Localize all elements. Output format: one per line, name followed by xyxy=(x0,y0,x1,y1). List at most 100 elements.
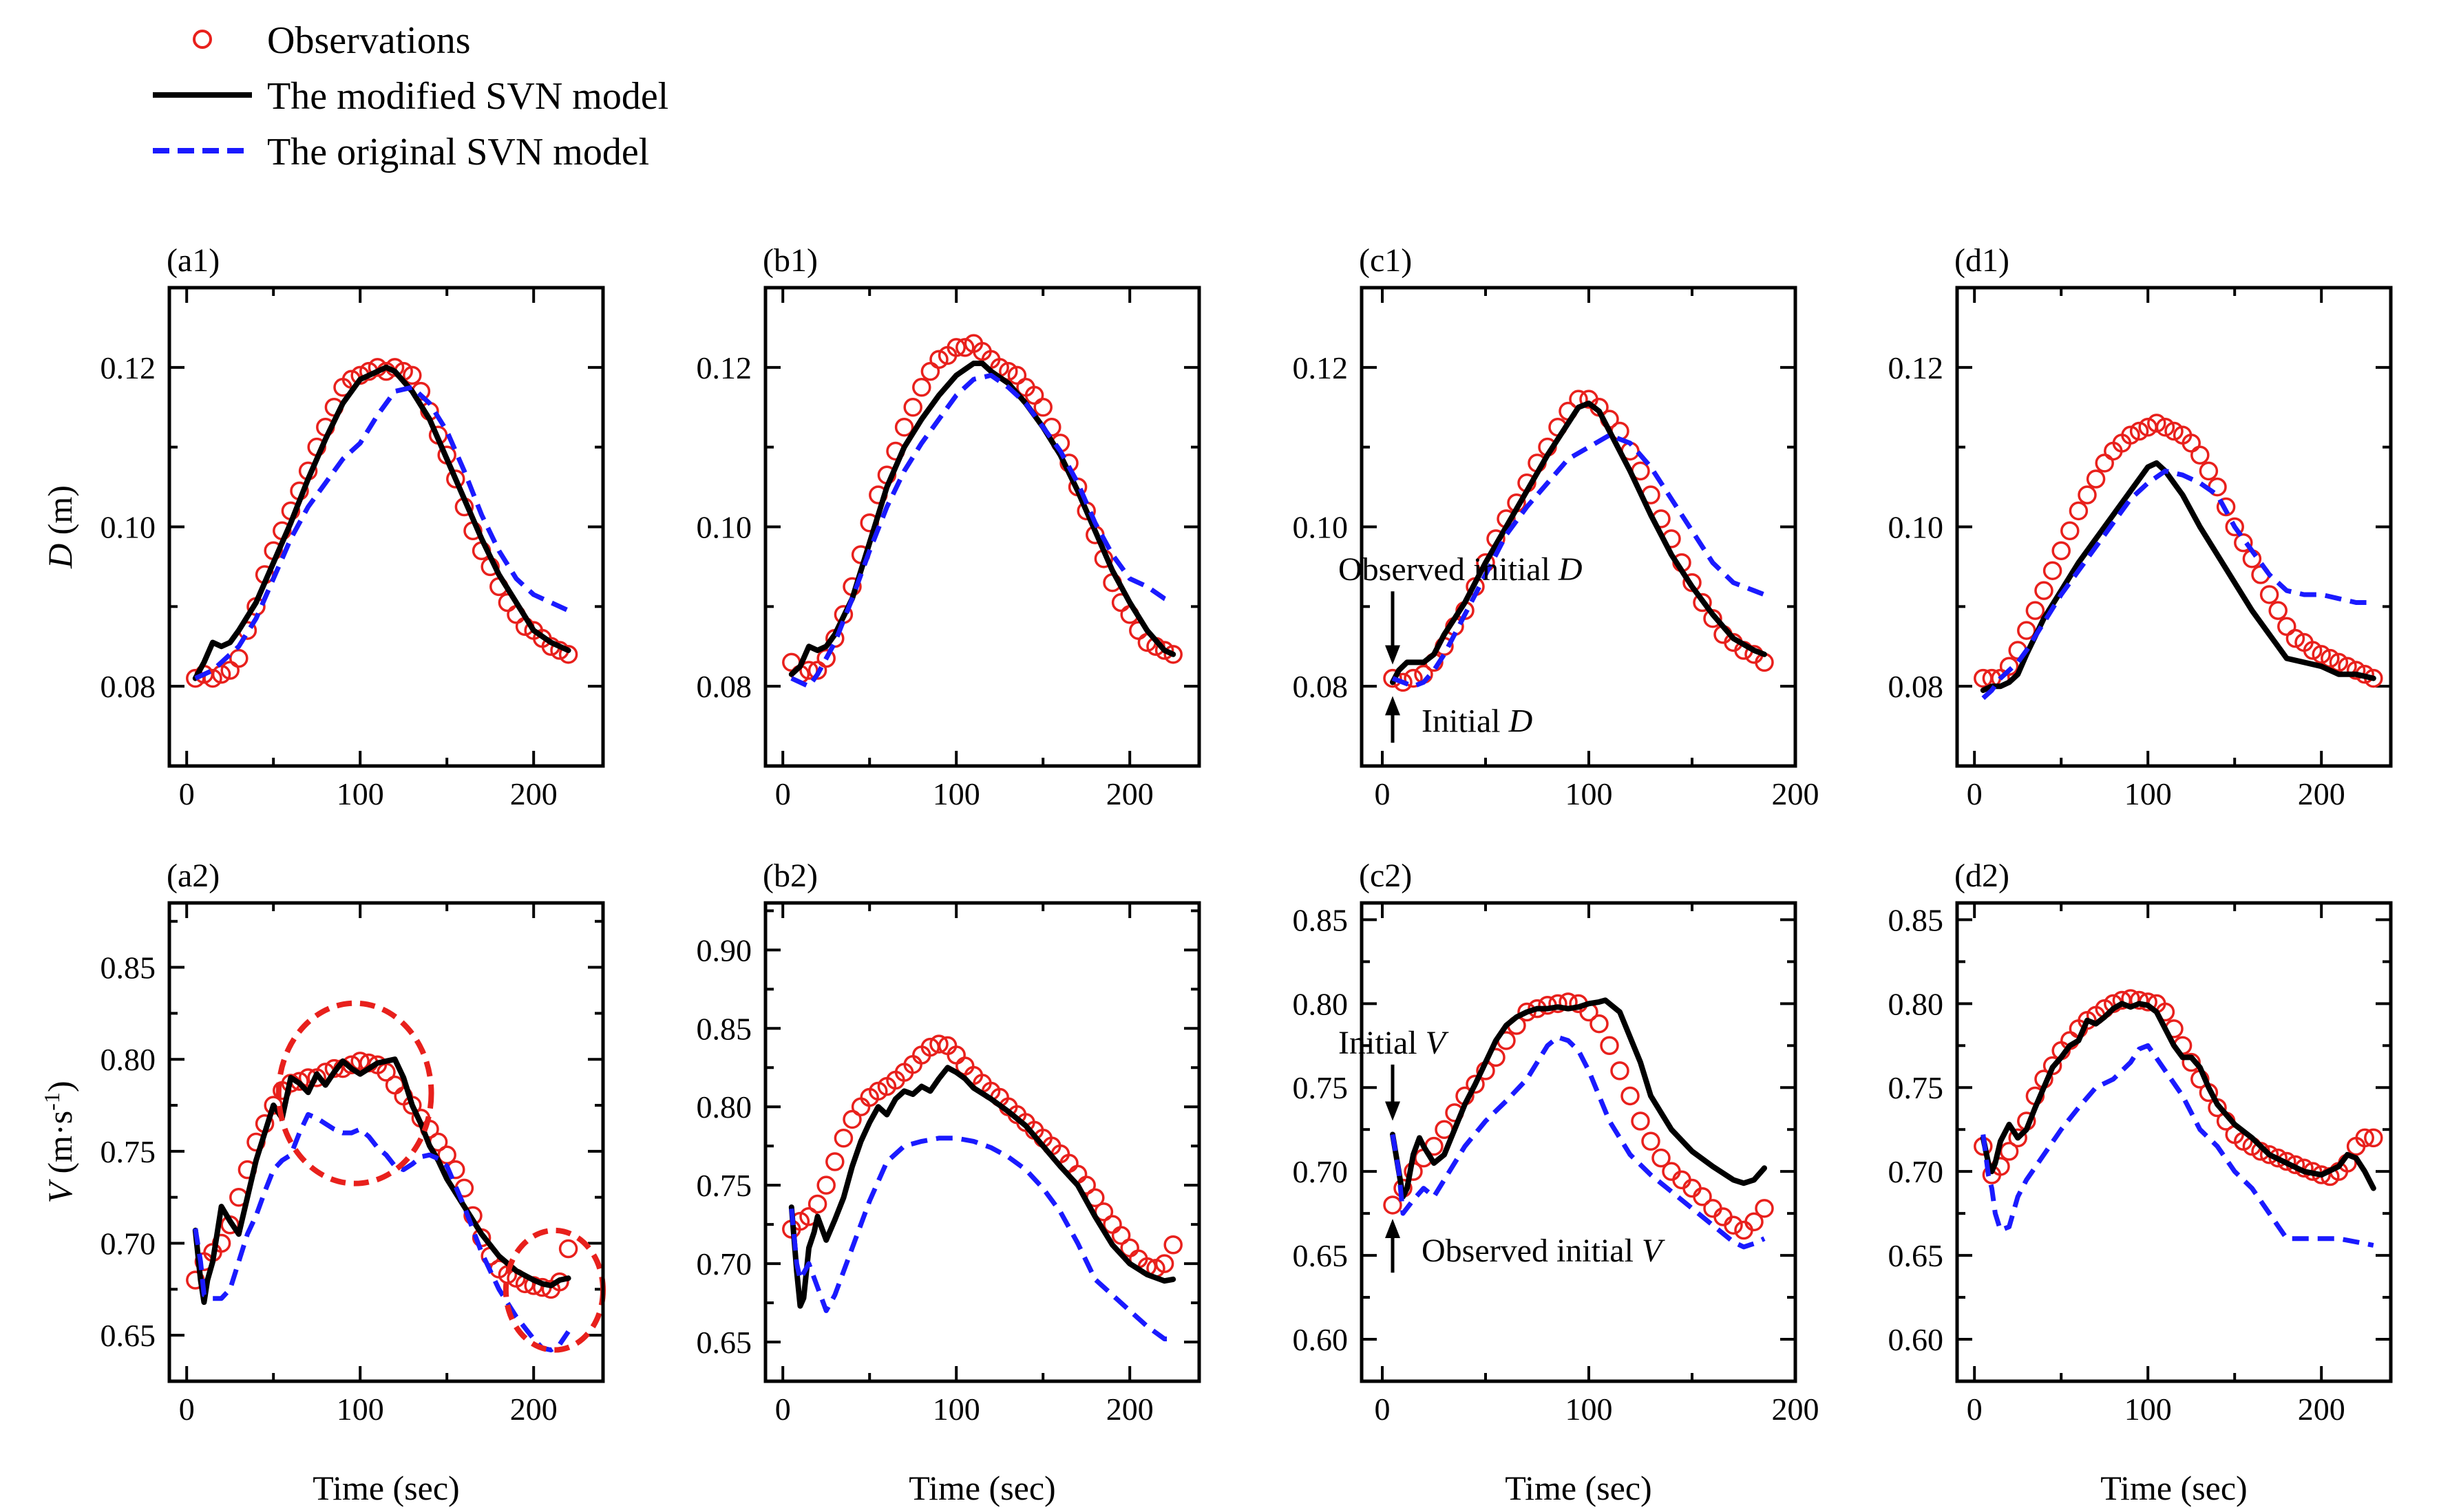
observation-point xyxy=(1383,1195,1402,1215)
modified-svn-line xyxy=(788,1065,1176,1309)
plot-area-c1 xyxy=(1383,390,1774,692)
x-tick-label: 0 xyxy=(1967,776,1983,811)
observation-point xyxy=(894,417,914,437)
original-svn-line xyxy=(1390,1034,1766,1250)
modified-svn-line xyxy=(1390,401,1767,685)
observation-point xyxy=(558,645,578,664)
observation-point xyxy=(385,1075,405,1095)
original-svn-line xyxy=(1981,1043,2374,1248)
x-tick-label: 100 xyxy=(1565,1392,1613,1427)
observation-point xyxy=(816,648,836,668)
observation-point xyxy=(2008,1128,2027,1148)
observation-point xyxy=(2234,533,2253,553)
observation-point xyxy=(947,338,966,357)
x-axis-title-a2: Time (sec) xyxy=(313,1469,459,1507)
arrow-up-head xyxy=(1385,1218,1400,1238)
y-tick-label: 0.70 xyxy=(697,1246,752,1281)
modified-svn-line xyxy=(788,361,1176,677)
observation-point xyxy=(1999,657,2019,676)
plot-area-b2 xyxy=(782,1034,1183,1341)
observation-point xyxy=(2225,517,2244,537)
y-tick-label: 0.65 xyxy=(101,1318,156,1353)
observation-point xyxy=(2121,425,2140,445)
observation-point xyxy=(2155,417,2175,437)
panel-b2: (b2) 0 100 200 0.65 0.70 0.75 0.80 0.85 0.90 Time … xyxy=(697,858,1201,1507)
observation-point xyxy=(1163,645,1183,664)
plot-frame-d2 xyxy=(1955,901,2393,1383)
x-tick-label: 200 xyxy=(1772,776,1819,811)
y-tick-label: 0.08 xyxy=(1888,669,1944,704)
y-tick-label: 0.80 xyxy=(101,1042,156,1077)
arrow-down-head xyxy=(1385,645,1400,665)
x-tick-label: 200 xyxy=(510,1392,558,1427)
panel-label-a2: (a2) xyxy=(167,858,220,894)
observation-point xyxy=(229,648,249,668)
observation-point xyxy=(1744,1212,1764,1232)
observation-point xyxy=(2129,990,2149,1010)
y-tick-label: 0.75 xyxy=(697,1168,752,1203)
modified-svn-line xyxy=(1390,997,1767,1200)
panel-label-a1: (a1) xyxy=(167,242,220,279)
observation-point xyxy=(2129,421,2149,441)
observation-point xyxy=(2277,617,2296,637)
y-tick-label: 0.65 xyxy=(1293,1238,1349,1273)
y-tick-label: 0.60 xyxy=(1888,1322,1944,1357)
observation-point xyxy=(1589,1014,1609,1034)
x-tick-label: 100 xyxy=(933,1392,980,1427)
observation-point xyxy=(1154,1254,1174,1273)
y-tick-label: 0.85 xyxy=(1888,902,1944,937)
panel-label-b2: (b2) xyxy=(763,858,818,894)
observation-point xyxy=(2078,485,2097,504)
observation-point xyxy=(1672,1170,1691,1190)
observation-point xyxy=(1662,1162,1681,1181)
legend: Observations The modified SVN model The … xyxy=(153,19,668,173)
x-tick-label: 0 xyxy=(1375,776,1391,811)
y-tick-label: 0.12 xyxy=(1293,350,1349,385)
plot-area-a2 xyxy=(186,1052,578,1353)
observation-point xyxy=(816,1175,836,1195)
original-svn-line xyxy=(194,385,570,681)
original-svn-line xyxy=(1391,432,1766,689)
arrow-up-head xyxy=(1385,696,1400,716)
x-tick-label: 200 xyxy=(1772,1392,1819,1427)
y-tick-label: 0.60 xyxy=(1293,1322,1349,1357)
plot-frame-b1 xyxy=(763,286,1201,768)
original-svn-line xyxy=(193,1111,571,1353)
panel-label-c2: (c2) xyxy=(1359,858,1412,894)
y-tick-label: 0.75 xyxy=(101,1134,156,1169)
observation-point xyxy=(2268,601,2288,620)
modified-svn-line xyxy=(192,364,571,681)
modified-svn-line xyxy=(192,1056,571,1306)
plot-area-b1 xyxy=(782,334,1183,689)
observation-point xyxy=(1734,1220,1753,1240)
x-tick-label: 0 xyxy=(1375,1392,1391,1427)
plot-area-d2 xyxy=(1974,989,2383,1248)
y-tick-label: 0.65 xyxy=(697,1325,752,1360)
observation-point xyxy=(1703,1199,1722,1218)
observation-point xyxy=(929,350,949,369)
x-tick-label: 100 xyxy=(933,776,980,811)
observation-point xyxy=(2346,661,2366,680)
observation-point xyxy=(2182,1052,2201,1072)
observation-point xyxy=(2364,1128,2383,1148)
observation-point xyxy=(1713,1207,1733,1226)
observation-point xyxy=(1641,1131,1660,1151)
annotation-c2-bottom: Observed initial V xyxy=(1422,1233,1665,1269)
observation-point xyxy=(843,1109,862,1129)
observation-point xyxy=(2216,497,2236,517)
panel-a2: (a2) 0 100 200 0.65 0.70 0.75 0.80 0.85 V (m·s-1)… xyxy=(39,858,606,1507)
y-tick-label: 0.80 xyxy=(697,1089,752,1125)
observation-point xyxy=(211,665,231,684)
observation-point xyxy=(1383,668,1402,688)
y-tick-label: 0.85 xyxy=(1293,902,1349,937)
observation-point xyxy=(807,1194,827,1214)
x-tick-label: 200 xyxy=(1106,776,1154,811)
observation-point xyxy=(1163,1235,1183,1255)
original-svn-line xyxy=(1981,468,2374,701)
annotation-c2-top: Initial V xyxy=(1338,1025,1449,1061)
y-tick-label: 0.80 xyxy=(1293,986,1349,1021)
observation-point xyxy=(1548,994,1567,1014)
y-tick-label: 0.08 xyxy=(1293,669,1349,704)
y-tick-label: 0.90 xyxy=(697,933,752,968)
y-tick-label: 0.70 xyxy=(1888,1154,1944,1189)
